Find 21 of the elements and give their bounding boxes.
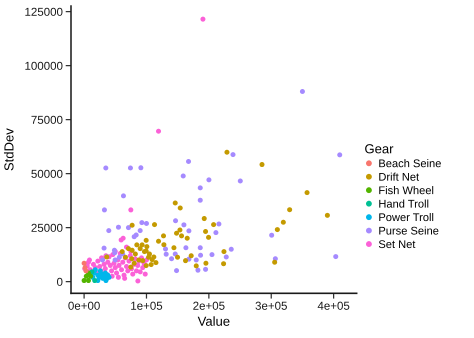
x-tick-label: 4e+05 [318, 302, 350, 310]
y-tick-label: 75000 [31, 116, 62, 124]
x-axis-title: Value [198, 316, 230, 326]
legend-label: Power Troll [379, 212, 434, 222]
x-tick-label: 1e+05 [131, 302, 162, 310]
y-tick-label: 50000 [31, 170, 62, 178]
legend-label: Hand Troll [379, 200, 428, 208]
legend-label: Beach Seine [379, 159, 441, 168]
y-tick-label: 125000 [25, 8, 62, 16]
legend-label: Fish Wheel [379, 186, 434, 194]
y-tick-label: 0 [56, 278, 62, 286]
legend-label: Drift Net [379, 172, 420, 181]
x-tick-label: 0e+00 [68, 302, 100, 310]
y-axis-title: StdDev [4, 128, 14, 170]
y-tick-label: 25000 [31, 224, 62, 232]
x-tick-label: 3e+05 [255, 302, 287, 310]
legend-title: Gear [365, 144, 394, 154]
y-tick-label: 100000 [25, 62, 62, 70]
x-tick-label: 2e+05 [193, 302, 225, 310]
legend-label: Set Net [378, 240, 416, 248]
legend-label: Purse Seine [379, 226, 438, 235]
